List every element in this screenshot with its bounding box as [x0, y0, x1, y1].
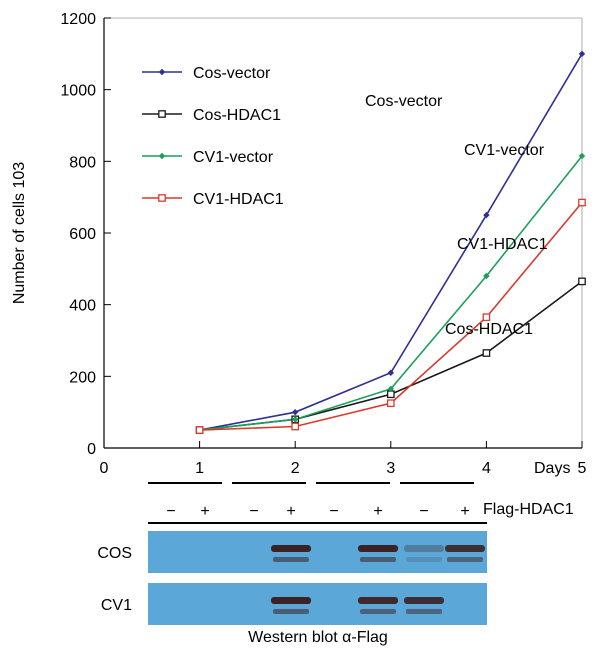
data-point — [195, 426, 204, 434]
lane-sign: + — [200, 503, 209, 520]
legend-marker — [158, 194, 166, 202]
treatment-label: Flag-HDAC1 — [483, 501, 574, 518]
blot-band-faint — [360, 557, 396, 562]
blot-band-faint — [273, 609, 309, 614]
data-point — [292, 416, 299, 423]
legend-marker — [158, 110, 166, 118]
lane-sign: + — [460, 503, 469, 520]
western-blot-panel: − + − + − + − + COS CV1 — [97, 482, 487, 625]
blot-band — [404, 597, 444, 604]
data-point — [482, 313, 491, 322]
y-axis-label: Number of cells 103 — [11, 162, 28, 304]
x-tick-label: 5 — [578, 460, 587, 477]
blot-band — [445, 545, 485, 552]
blot-band-faint — [406, 609, 442, 614]
legend: Cos-vector Cos-HDAC1 CV1-vector CV1-HDAC1 — [142, 65, 284, 208]
y-tick-label: 400 — [69, 298, 96, 315]
x-tick-label: 4 — [482, 460, 491, 477]
blot-band-faint — [273, 557, 309, 562]
data-point — [482, 349, 491, 357]
x-tick-label: 0 — [100, 460, 109, 477]
data-point — [387, 385, 394, 393]
series-markers — [195, 50, 586, 434]
series-annotation: CV1-HDAC1 — [457, 236, 548, 253]
x-ticks: 0 1 2 3 4 5 — [100, 441, 587, 477]
plot-area — [103, 17, 583, 449]
blot-caption: Western blot α-Flag — [248, 629, 388, 646]
x-tick-label: 1 — [195, 460, 204, 477]
blot-band-faint — [406, 557, 442, 562]
x-tick-label: 3 — [386, 460, 395, 477]
legend-entry: CV1-vector — [193, 149, 274, 166]
data-point — [483, 272, 490, 280]
series-annotations: Cos-vector Cos-HDAC1 CV1-vector CV1-HDAC1 — [365, 93, 548, 338]
legend-marker — [158, 152, 166, 160]
lane-sign: − — [166, 503, 175, 520]
data-point — [578, 152, 586, 160]
x-axis-label: Days — [534, 460, 570, 477]
blot-strip — [148, 531, 487, 573]
data-point — [578, 277, 586, 286]
y-ticks: 0 200 400 600 800 1000 1200 — [60, 11, 111, 458]
data-point — [578, 50, 586, 58]
series-line-1 — [199, 280, 583, 431]
data-point — [386, 399, 395, 408]
y-tick-label: 600 — [69, 226, 96, 243]
y-tick-label: 200 — [69, 369, 96, 386]
blot-row-label: COS — [97, 545, 132, 562]
series-annotation: Cos-vector — [365, 93, 443, 110]
lane-sign: + — [286, 503, 295, 520]
blot-row-label: CV1 — [101, 597, 132, 614]
blot-band — [358, 597, 398, 604]
data-point — [483, 211, 490, 219]
lane-sign: − — [329, 503, 338, 520]
data-point — [292, 408, 299, 416]
x-tick-label: 2 — [291, 460, 300, 477]
lane-sign: − — [249, 503, 258, 520]
y-tick-label: 1200 — [60, 11, 96, 28]
legend-entry: CV1-HDAC1 — [193, 191, 284, 208]
blot-band — [404, 545, 444, 552]
series-annotation: CV1-vector — [464, 142, 545, 159]
legend-marker — [158, 68, 166, 76]
data-point — [291, 422, 300, 431]
lane-sign: − — [419, 503, 428, 520]
data-point — [578, 198, 586, 207]
series-annotation: Cos-HDAC1 — [445, 321, 533, 338]
blot-band — [271, 545, 311, 552]
y-tick-label: 800 — [69, 154, 96, 171]
legend-entry: Cos-vector — [193, 65, 271, 82]
legend-entry: Cos-HDAC1 — [193, 107, 281, 124]
lane-sign: + — [373, 503, 382, 520]
y-tick-label: 0 — [87, 441, 96, 458]
data-point — [387, 369, 394, 376]
blot-band-faint — [447, 557, 483, 562]
blot-band-faint — [360, 609, 396, 614]
y-tick-label: 1000 — [60, 83, 96, 100]
blot-band — [271, 597, 311, 604]
blot-band — [358, 545, 398, 552]
